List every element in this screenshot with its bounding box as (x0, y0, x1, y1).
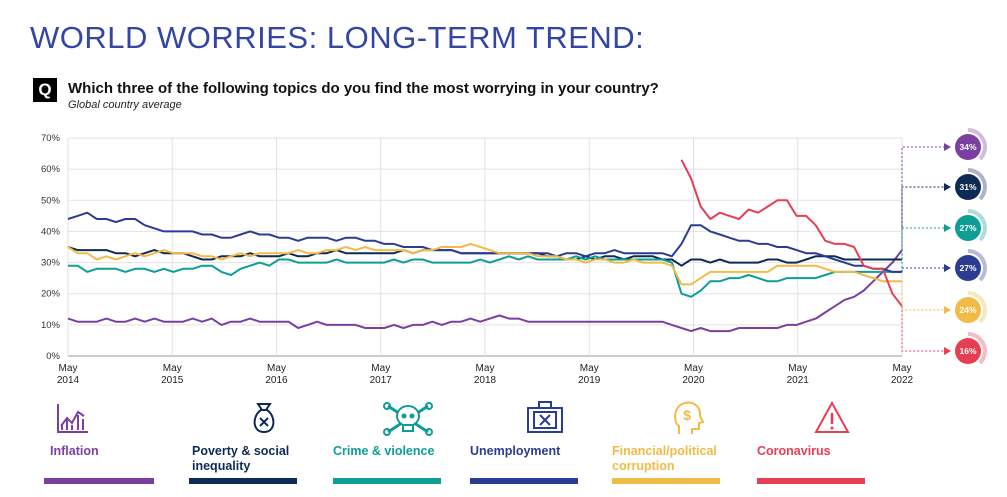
value-badge-label: 34% (959, 142, 976, 152)
x-tick-year: 2021 (787, 375, 810, 386)
legend-color-bar (44, 478, 154, 484)
x-tick-month: May (371, 363, 390, 374)
badge-ring (967, 168, 987, 201)
legend-label-line: corruption (612, 459, 675, 473)
legend-label: Poverty & social inequality (192, 444, 332, 474)
connector-line (901, 281, 946, 311)
value-badge (955, 215, 981, 241)
legend-label: Unemployment (470, 444, 610, 459)
connector-line (901, 186, 946, 260)
legend-label: Crime & violence (333, 444, 473, 459)
legend-color-bar (333, 478, 441, 484)
arrow-icon (944, 183, 951, 191)
skull-crossbones-icon (333, 398, 483, 438)
value-badge-label: 27% (959, 263, 976, 273)
value-badge (955, 134, 981, 160)
legend-label-line: Crime & violence (333, 444, 435, 458)
legend-label-line: inequality (192, 459, 251, 473)
y-tick-label: 60% (41, 164, 61, 175)
legend-color-bar (470, 478, 578, 484)
y-tick-label: 50% (41, 195, 61, 206)
svg-text:$: $ (683, 407, 691, 423)
value-badge-label: 27% (959, 223, 976, 233)
x-tick-year: 2018 (474, 375, 497, 386)
connector-line (901, 227, 946, 272)
x-tick-month: May (788, 363, 807, 374)
arrow-icon (944, 264, 951, 272)
question-badge: Q (33, 78, 57, 102)
x-tick-month: May (893, 363, 912, 374)
x-tick-month: May (476, 363, 495, 374)
chart-trend-icon (44, 398, 202, 438)
legend-label-line: Inflation (50, 444, 99, 458)
x-tick-month: May (267, 363, 286, 374)
badge-ring (967, 332, 987, 365)
series-line-financial-political-corruption (67, 242, 902, 286)
x-tick-month: May (580, 363, 599, 374)
value-badge (955, 338, 981, 364)
series-line-coronavirus (680, 159, 903, 307)
x-tick-year: 2015 (161, 375, 184, 386)
y-tick-label: 0% (46, 351, 60, 362)
chart-subtitle: Global country average (68, 99, 182, 111)
series-line-unemployment (67, 211, 902, 273)
arrow-icon (944, 306, 951, 314)
legend-color-bar (612, 478, 720, 484)
empty-money-bag-icon (189, 398, 339, 438)
arrow-icon (944, 143, 951, 151)
x-tick-year: 2014 (57, 375, 80, 386)
question-text: Which three of the following topics do y… (68, 80, 659, 97)
x-tick-month: May (59, 363, 78, 374)
value-badge-label: 16% (959, 346, 976, 356)
x-tick-month: May (684, 363, 703, 374)
y-tick-label: 20% (41, 289, 61, 300)
x-tick-year: 2016 (265, 375, 288, 386)
x-tick-year: 2020 (682, 375, 705, 386)
x-tick-year: 2022 (891, 375, 914, 386)
y-tick-label: 30% (41, 258, 61, 269)
arrow-icon (944, 224, 951, 232)
value-badge (955, 174, 981, 200)
value-badge (955, 297, 981, 323)
arrow-icon (944, 347, 951, 355)
y-tick-label: 10% (41, 320, 61, 331)
badge-ring (967, 291, 987, 324)
head-dollar-icon: $ (612, 398, 762, 438)
legend-label: Financial/political corruption (612, 444, 752, 474)
badge-ring (967, 209, 987, 242)
briefcase-x-icon (470, 398, 620, 438)
connector-line (901, 267, 946, 272)
value-badge-label: 31% (959, 182, 976, 192)
badge-ring (967, 249, 987, 282)
legend-color-bar (189, 478, 297, 484)
legend-label: Coronavirus (757, 444, 897, 459)
warning-triangle-icon (757, 398, 907, 438)
x-tick-month: May (163, 363, 182, 374)
legend-label-line: Coronavirus (757, 444, 831, 458)
value-badge (955, 255, 981, 281)
badge-ring (967, 128, 987, 161)
legend-label-line: Unemployment (470, 444, 561, 458)
x-tick-year: 2019 (578, 375, 601, 386)
legend-label-line: Poverty & social (192, 444, 290, 458)
legend-label: Inflation (50, 444, 190, 459)
value-badge-label: 24% (959, 305, 976, 315)
page-title: WORLD WORRIES: LONG-TERM TREND: (30, 20, 645, 55)
y-tick-label: 70% (41, 133, 61, 144)
connector-line (901, 146, 946, 251)
x-tick-year: 2017 (370, 375, 393, 386)
legend-label-line: Financial/political (612, 444, 717, 458)
legend-color-bar (757, 478, 865, 484)
series-line-inflation (67, 249, 903, 333)
connector-line (901, 306, 946, 352)
y-tick-label: 40% (41, 226, 61, 237)
series-line-crime-violence (68, 255, 902, 298)
